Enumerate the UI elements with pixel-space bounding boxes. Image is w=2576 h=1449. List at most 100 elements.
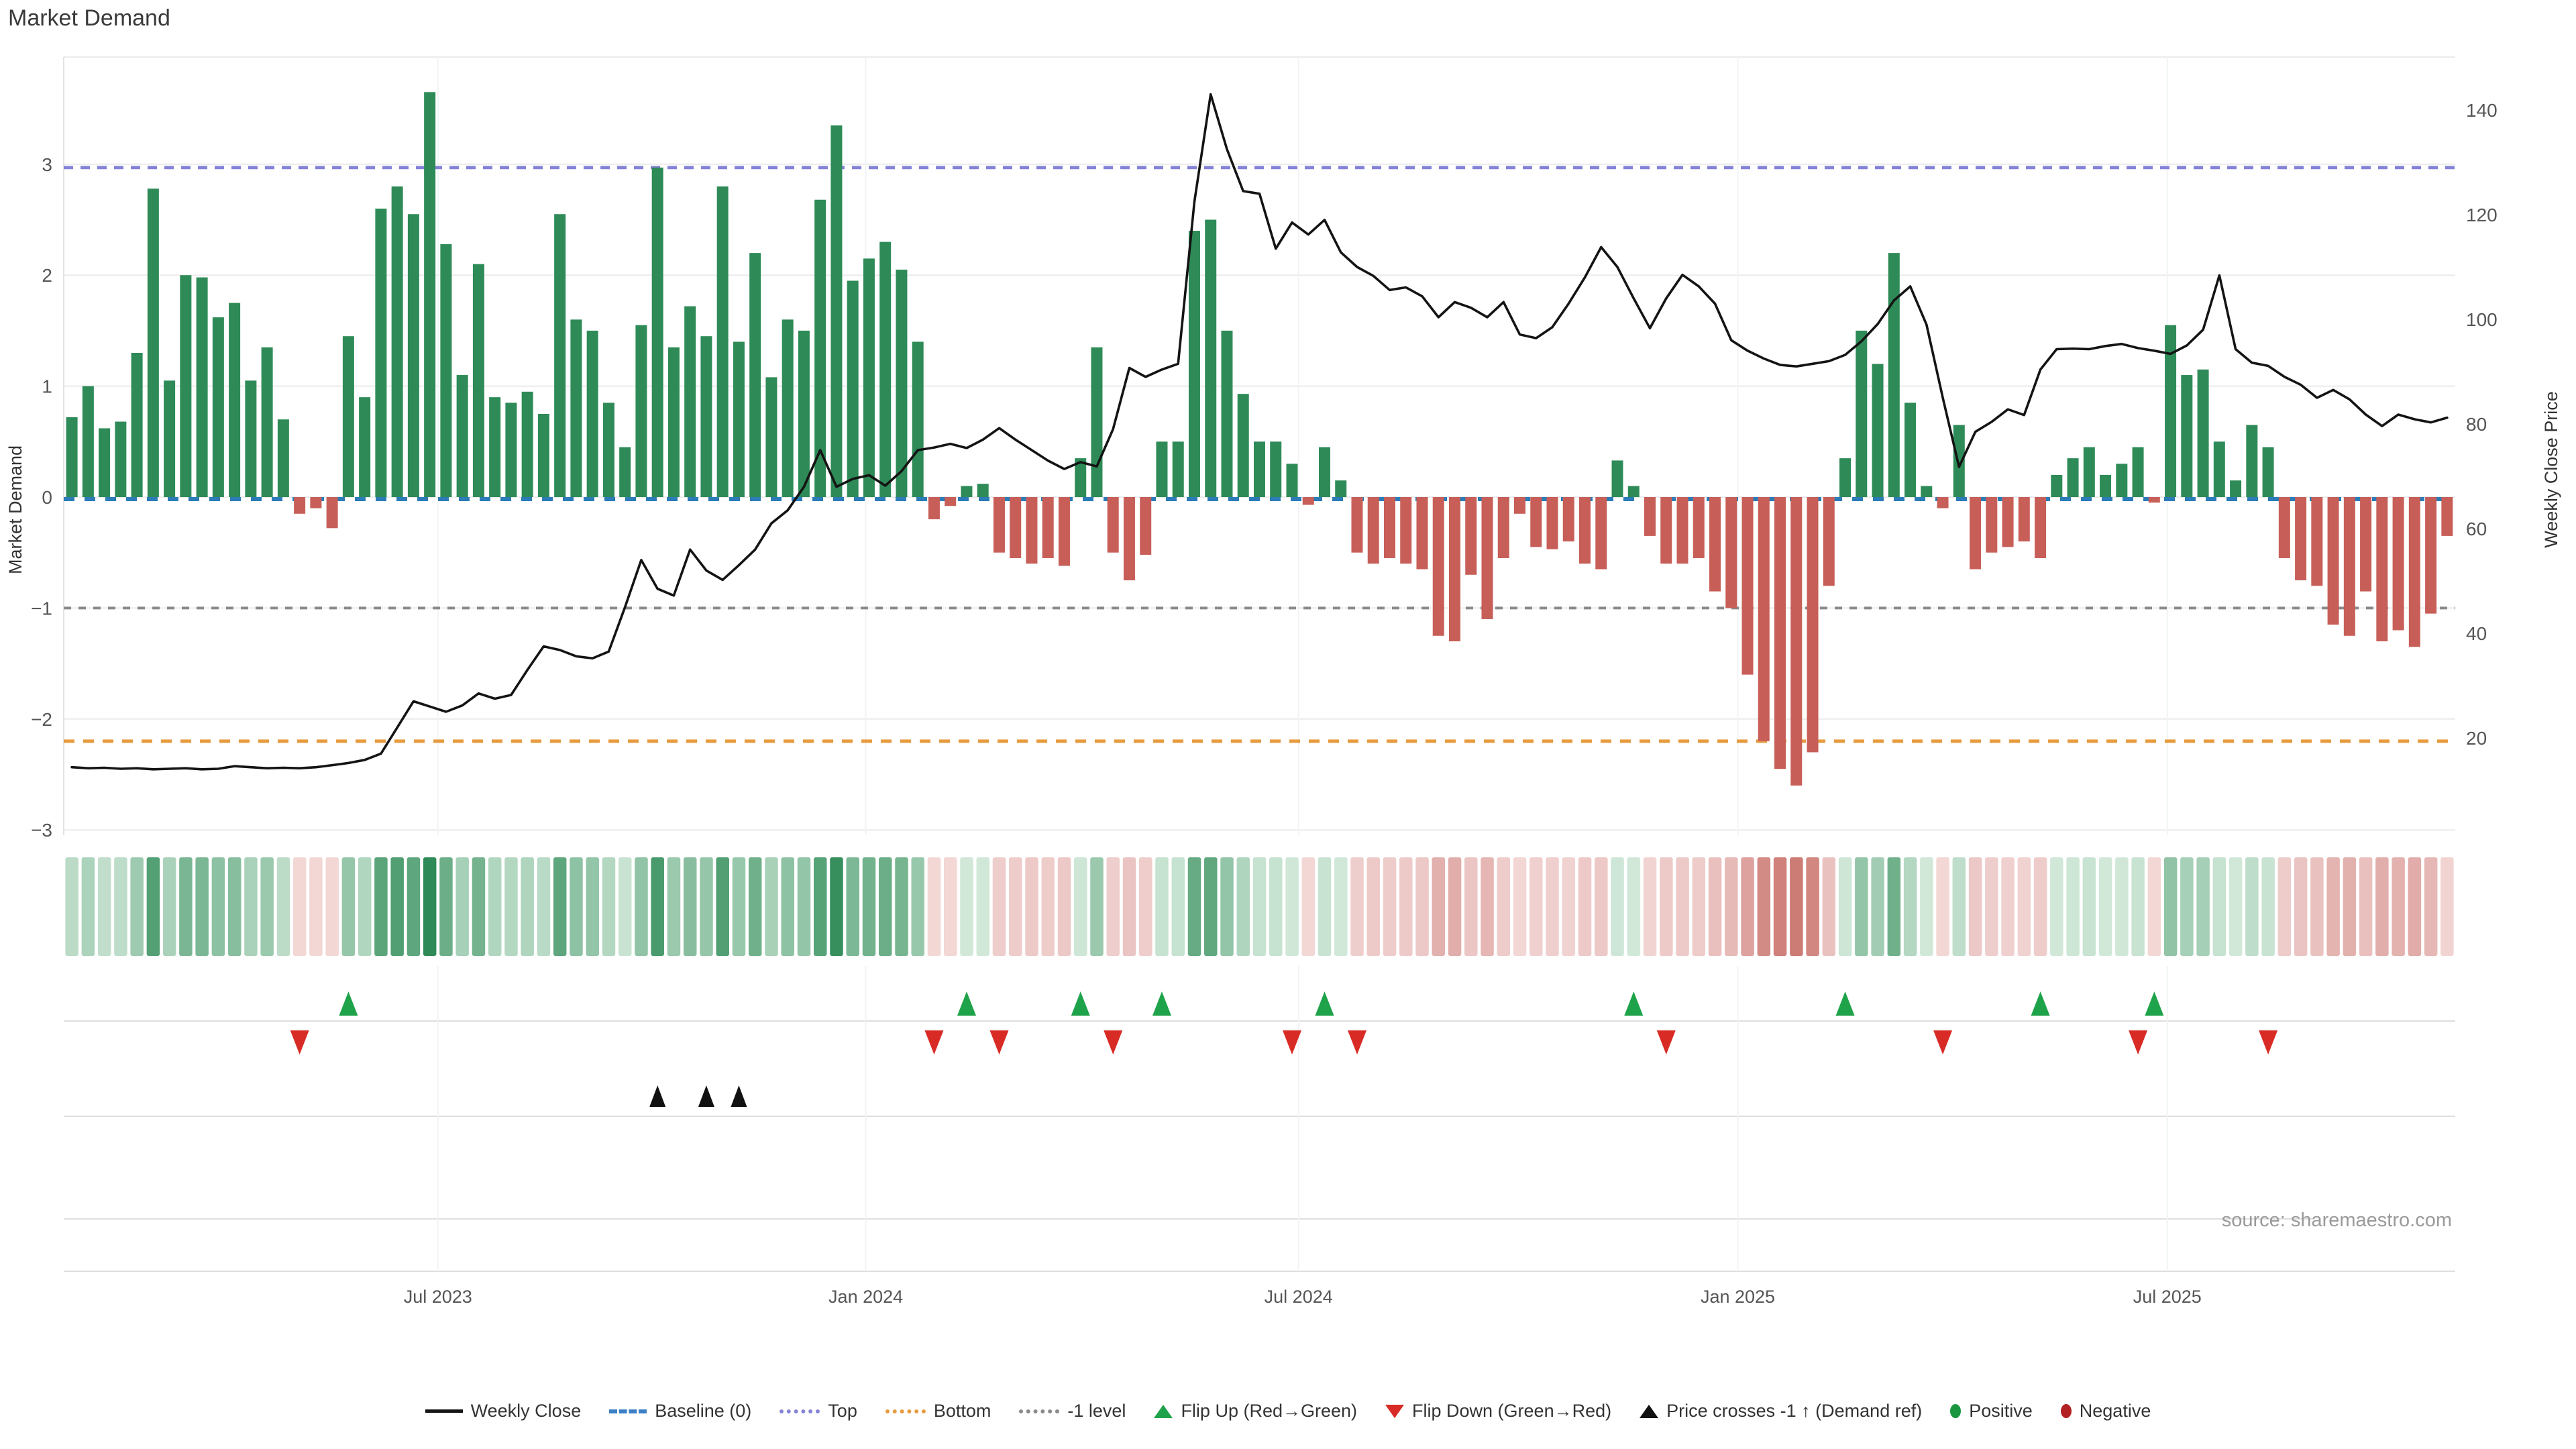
legend-item-flip-down-green-red[interactable]: Flip Down (Green→Red) <box>1385 1401 1611 1421</box>
demand-bar <box>1904 402 1917 497</box>
heatmap-cell <box>81 857 95 956</box>
legend-item-1-level[interactable]: -1 level <box>1019 1401 1126 1421</box>
heatmap-cell <box>2050 857 2063 956</box>
legend-item-flip-up-red-green[interactable]: Flip Up (Red→Green) <box>1154 1401 1357 1421</box>
demand-bar <box>2262 447 2274 497</box>
heatmap-cell <box>2033 857 2047 956</box>
heatmap-cell <box>976 857 989 956</box>
demand-bar <box>261 347 273 497</box>
heatmap-cell <box>227 857 241 956</box>
demand-bar <box>619 447 631 497</box>
heatmap-cell <box>2343 857 2357 956</box>
heatmap-cell <box>1660 857 1673 956</box>
flip-down-marker <box>1104 1030 1123 1055</box>
x-axis-tick: Jul 2023 <box>404 1287 472 1307</box>
demand-bar <box>1253 441 1265 497</box>
heatmap-cell <box>2277 857 2292 956</box>
legend-item-negative[interactable]: Negative <box>2060 1401 2151 1421</box>
legend-item-positive[interactable]: Positive <box>1950 1401 2033 1421</box>
left-axis-tick: −1 <box>31 598 52 619</box>
demand-bar <box>537 413 549 497</box>
demand-bar <box>1140 497 1152 555</box>
heatmap-cell <box>700 857 713 956</box>
demand-bar <box>2197 369 2209 497</box>
page-title: Market Demand <box>8 5 170 31</box>
demand-bar <box>2083 447 2095 497</box>
legend-label: Baseline (0) <box>655 1401 752 1421</box>
heatmap-cell <box>1708 857 1722 956</box>
left-axis-tick: −3 <box>31 820 52 841</box>
legend-item-bottom[interactable]: Bottom <box>885 1401 991 1421</box>
heatmap-cell <box>1790 857 1803 956</box>
heatmap-cell <box>2294 857 2308 956</box>
heatmap-cell <box>276 857 290 956</box>
heatmap-cell <box>1936 857 1949 956</box>
heatmap-cell <box>1757 857 1771 956</box>
demand-bar <box>1579 497 1591 564</box>
demand-bar <box>1774 497 1786 769</box>
legend-label: Positive <box>1969 1401 2033 1421</box>
demand-bar <box>1156 441 1168 497</box>
heatmap-cell <box>1090 857 1104 956</box>
heatmap-cell <box>2082 857 2096 956</box>
legend-item-baseline-0[interactable]: Baseline (0) <box>609 1401 751 1421</box>
demand-bar <box>1921 486 1933 497</box>
heatmap-cell <box>748 857 762 956</box>
heatmap-cell <box>1122 857 1136 956</box>
heatmap-cell <box>1595 857 1608 956</box>
demand-heatmap <box>65 857 2454 956</box>
demand-bar <box>164 380 176 497</box>
demand-bar <box>99 428 111 497</box>
right-axis-tick: 140 <box>2466 100 2498 121</box>
demand-bar <box>928 497 940 520</box>
x-axis-tick: Jan 2024 <box>828 1287 903 1307</box>
demand-bar <box>2246 425 2258 497</box>
heatmap-cell <box>2115 857 2129 956</box>
demand-bar <box>602 402 614 497</box>
heatmap-cell <box>455 857 469 956</box>
demand-bar <box>684 306 696 497</box>
demand-bar <box>1465 497 1477 575</box>
demand-bar <box>521 391 533 497</box>
demand-bar <box>1318 447 1330 497</box>
flip-down-marker <box>1348 1030 1367 1055</box>
heatmap-cell <box>846 857 859 956</box>
legend-item-price-crosses-1-demand-ref[interactable]: Price crosses -1 ↑ (Demand ref) <box>1640 1401 1922 1421</box>
demand-bar <box>830 125 843 497</box>
demand-bar <box>2376 497 2388 642</box>
demand-bar <box>1627 486 1640 497</box>
heatmap-cell <box>2245 857 2259 956</box>
heatmap-cell <box>911 857 924 956</box>
demand-bar <box>2278 497 2290 558</box>
heatmap-cell <box>292 857 307 956</box>
legend-item-weekly-close[interactable]: Weekly Close <box>425 1401 581 1421</box>
demand-bar <box>1970 497 1982 570</box>
demand-bar <box>1986 497 1998 553</box>
heatmap-cell <box>1920 857 1933 956</box>
demand-bar <box>1611 460 1623 497</box>
demand-bar <box>1075 458 1087 497</box>
x-axis-tick: Jul 2024 <box>1265 1287 1333 1307</box>
demand-bar <box>667 347 680 497</box>
demand-bar <box>229 303 241 497</box>
demand-bar <box>1514 497 1526 514</box>
right-axis-tick: 100 <box>2466 309 2498 330</box>
demand-bar <box>277 419 289 497</box>
heatmap-cell <box>2098 857 2112 956</box>
demand-bar <box>1448 497 1460 642</box>
demand-bar <box>2295 497 2307 581</box>
demand-bar <box>977 484 989 497</box>
legend-item-top[interactable]: Top <box>780 1401 857 1421</box>
legend-label: Negative <box>2079 1401 2151 1421</box>
demand-bar <box>1953 425 1965 497</box>
demand-bar <box>733 341 745 497</box>
demand-bar <box>1725 497 1737 608</box>
heatmap-cell <box>1838 857 1852 956</box>
left-axis-tick: 1 <box>42 376 52 397</box>
heatmap-cell <box>2212 857 2226 956</box>
chart-legend: Weekly Close Baseline (0) Top Bottom -1 leve… <box>0 1401 2576 1421</box>
price-cross-marker <box>698 1085 714 1107</box>
heatmap-cell <box>1106 857 1120 956</box>
flip-up-marker <box>1835 991 1855 1016</box>
